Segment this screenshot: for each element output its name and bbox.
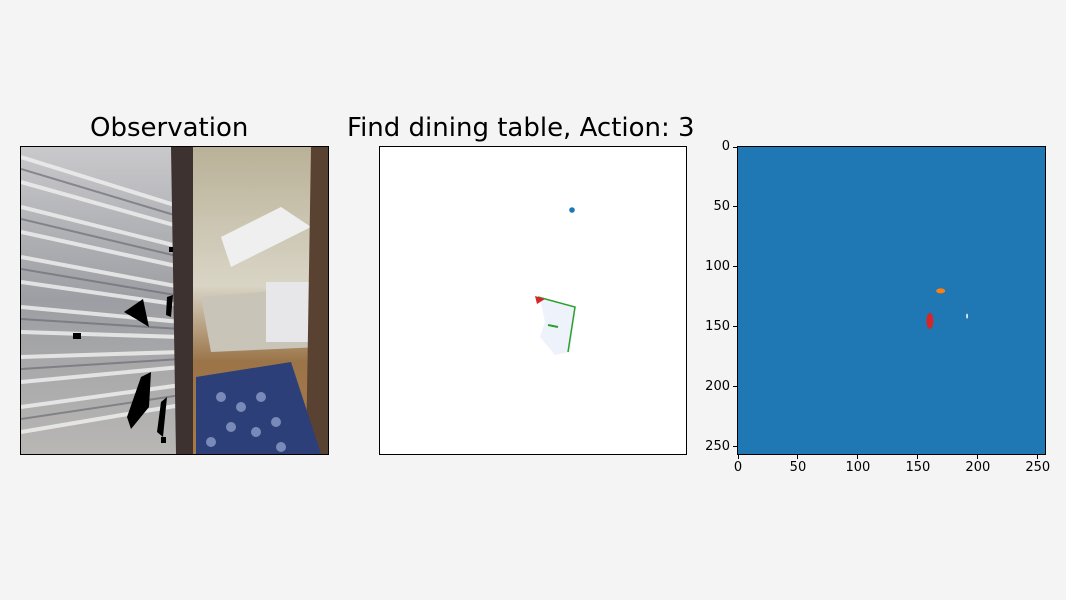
y-tick [733, 386, 737, 388]
y-tick-label: 200 [705, 378, 730, 394]
x-tick [737, 455, 739, 459]
x-tick [797, 455, 799, 459]
x-tick-label: 250 [1025, 460, 1051, 475]
observation-image [20, 146, 329, 455]
agent-trail-segment [547, 324, 559, 328]
heatmap-background [738, 147, 1045, 454]
y-tick [733, 146, 737, 148]
y-tick [733, 206, 737, 208]
x-tick [917, 455, 919, 459]
x-tick-label: 50 [789, 460, 807, 475]
y-tick [733, 266, 737, 268]
goal-marker [535, 296, 545, 304]
y-tick-label: 250 [705, 438, 730, 454]
y-tick-label: 100 [705, 258, 730, 274]
agent-trail [537, 296, 576, 353]
heatmap-blob [926, 312, 934, 329]
x-tick [1037, 455, 1039, 459]
observation-scene [21, 147, 328, 454]
x-tick [977, 455, 979, 459]
x-tick-label: 150 [905, 460, 931, 475]
heatmap-blob [966, 313, 968, 319]
x-tick [857, 455, 859, 459]
y-tick-label: 150 [705, 318, 730, 334]
agent-marker [569, 207, 575, 213]
map-title: Find dining table, Action: 3 [347, 113, 695, 143]
heatmap-blob [936, 288, 946, 294]
y-tick-label: 0 [721, 139, 730, 154]
x-tick-label: 200 [965, 460, 991, 475]
observation-title: Observation [90, 113, 249, 143]
semantic-map [379, 146, 687, 455]
x-tick-label: 0 [733, 460, 743, 475]
x-tick-label: 100 [845, 460, 871, 475]
y-tick [733, 326, 737, 328]
y-tick-label: 50 [713, 198, 730, 214]
y-tick [733, 446, 737, 448]
heatmap-panel [737, 146, 1046, 455]
heatmap [738, 147, 1045, 454]
